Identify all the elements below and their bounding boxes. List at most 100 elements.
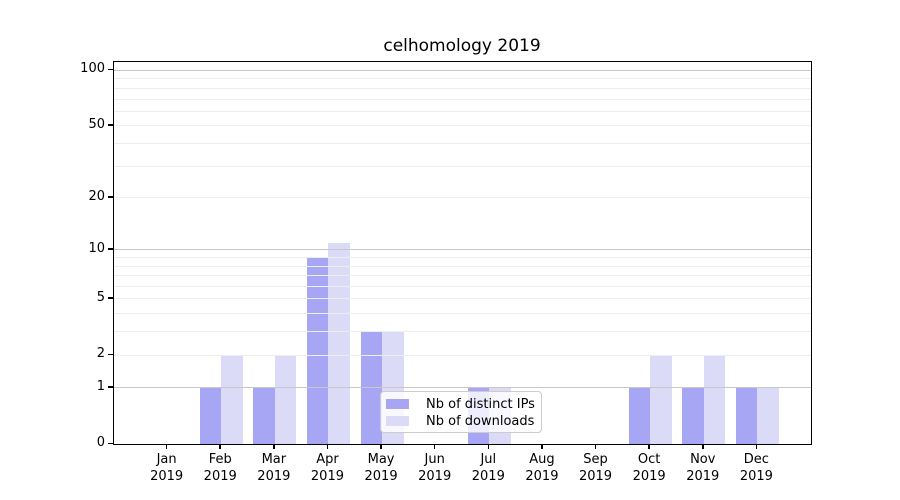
y-tick-label: 20 <box>88 188 105 204</box>
minor-gridline <box>114 197 811 199</box>
x-tick-year: 2019 <box>364 469 398 484</box>
bar-distinct-ips-apr <box>306 257 329 444</box>
bar-downloads-apr <box>328 242 350 444</box>
x-tick-mark <box>702 444 704 449</box>
x-tick-mark <box>487 444 490 449</box>
y-tick-mark <box>108 196 113 198</box>
legend-label-distinct-ips: Nb of distinct IPs <box>426 396 535 412</box>
y-tick-mark <box>108 297 113 299</box>
x-tick-mark <box>165 444 168 449</box>
x-tick-month: Aug <box>529 452 555 467</box>
x-tick-year: 2019 <box>257 469 291 484</box>
y-tick-label: 5 <box>96 289 105 305</box>
x-tick-label-nov: Nov 2019 <box>671 451 735 485</box>
x-tick-month: Oct <box>637 452 661 467</box>
y-tick-label: 2 <box>96 346 105 362</box>
legend-item-distinct-ips: Nb of distinct IPs <box>386 396 535 412</box>
minor-gridline <box>114 265 811 267</box>
minor-gridline <box>114 110 811 112</box>
chart-title: celhomology 2019 <box>383 36 541 56</box>
minor-gridline <box>114 298 811 300</box>
legend-swatch-distinct-ips <box>386 399 409 409</box>
y-tick-mark <box>108 68 113 71</box>
major-gridline <box>114 249 811 251</box>
legend-item-downloads: Nb of downloads <box>386 413 535 429</box>
y-tick-label: 100 <box>80 61 105 77</box>
x-tick-year: 2019 <box>739 469 773 484</box>
x-tick-mark <box>541 444 543 449</box>
x-tick-month: Nov <box>690 452 716 467</box>
minor-gridline <box>114 286 811 288</box>
x-tick-mark <box>326 444 329 449</box>
x-tick-label-may: May 2019 <box>349 451 413 485</box>
minor-gridline <box>114 313 811 315</box>
bar-distinct-ips-nov <box>682 387 704 444</box>
minor-gridline <box>114 165 811 167</box>
x-tick-month: Mar <box>261 452 287 467</box>
x-tick-label-jun: Jun 2019 <box>403 451 467 485</box>
minor-gridline <box>114 87 811 89</box>
legend-swatch-downloads <box>386 416 409 426</box>
x-tick-label-dec: Dec 2019 <box>724 451 788 485</box>
x-tick-month: Jan <box>156 452 177 467</box>
x-tick-month: May <box>367 452 395 467</box>
bar-downloads-oct <box>650 355 672 444</box>
legend-label-downloads: Nb of downloads <box>426 413 535 429</box>
x-tick-label-jan: Jan 2019 <box>135 451 199 485</box>
x-tick-mark <box>380 444 382 449</box>
minor-gridline <box>114 275 811 277</box>
x-tick-mark <box>219 444 221 449</box>
y-tick-mark <box>108 248 113 250</box>
legend: Nb of distinct IPs Nb of downloads <box>380 391 542 433</box>
x-tick-year: 2019 <box>471 469 505 484</box>
x-tick-year: 2019 <box>632 469 666 484</box>
minor-gridline <box>114 98 811 100</box>
minor-gridline <box>114 331 811 333</box>
x-tick-year: 2019 <box>578 469 613 484</box>
x-tick-year: 2019 <box>525 469 559 484</box>
x-tick-mark <box>755 444 758 449</box>
x-tick-month: Apr <box>316 452 339 467</box>
y-tick-label: 1 <box>96 378 105 394</box>
bar-distinct-ips-dec <box>735 387 758 444</box>
x-tick-mark <box>433 444 436 449</box>
x-tick-label-oct: Oct 2019 <box>617 451 681 485</box>
x-tick-label-feb: Feb 2019 <box>188 451 252 485</box>
bar-distinct-ips-feb <box>199 387 222 444</box>
x-tick-mark <box>648 444 650 449</box>
bar-downloads-nov <box>703 355 726 444</box>
x-tick-year: 2019 <box>418 469 452 484</box>
x-tick-label-mar: Mar 2019 <box>242 451 306 485</box>
x-tick-label-sep: Sep 2019 <box>564 451 628 485</box>
bar-distinct-ips-mar <box>253 387 275 444</box>
x-tick-mark <box>273 444 275 449</box>
y-tick-mark <box>108 124 113 126</box>
x-tick-month: Dec <box>743 452 769 467</box>
minor-gridline <box>114 354 811 356</box>
major-gridline <box>114 69 811 71</box>
x-tick-label-aug: Aug 2019 <box>510 451 574 485</box>
y-tick-mark <box>108 386 113 388</box>
x-tick-month: Jul <box>480 452 497 467</box>
y-tick-label: 50 <box>88 116 105 132</box>
y-tick-label: 0 <box>96 435 105 450</box>
y-tick-mark <box>108 353 113 356</box>
y-tick-label: 10 <box>88 240 105 256</box>
x-tick-month: Feb <box>208 452 232 467</box>
x-tick-year: 2019 <box>686 469 720 484</box>
major-gridline <box>114 387 811 389</box>
bar-downloads-feb <box>221 355 243 444</box>
x-tick-label-jul: Jul 2019 <box>456 451 520 485</box>
bar-distinct-ips-oct <box>628 387 651 444</box>
x-tick-year: 2019 <box>150 469 184 484</box>
x-tick-mark <box>594 444 597 449</box>
plot-area <box>113 61 812 445</box>
bar-downloads-mar <box>274 355 297 444</box>
x-tick-month: Sep <box>583 452 608 467</box>
minor-gridline <box>114 125 811 127</box>
minor-gridline <box>114 257 811 259</box>
x-tick-label-apr: Apr 2019 <box>295 451 359 485</box>
bar-downloads-dec <box>757 387 779 444</box>
x-tick-year: 2019 <box>203 469 237 484</box>
